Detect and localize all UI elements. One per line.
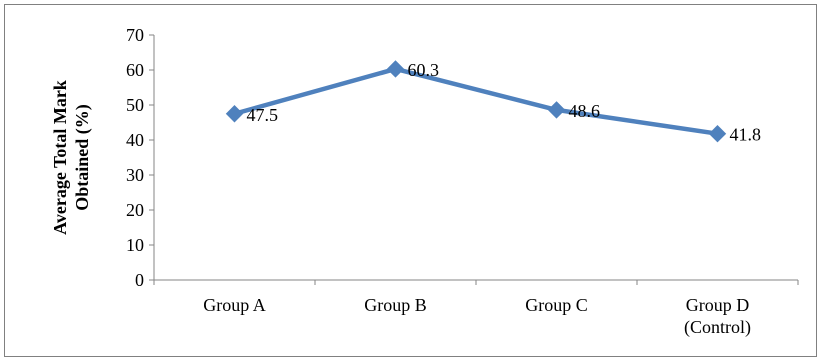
data-label: 60.3 bbox=[408, 60, 440, 80]
x-tick-label: Group A bbox=[203, 295, 266, 315]
chart-frame bbox=[4, 4, 817, 357]
data-label: 48.6 bbox=[569, 101, 601, 121]
data-point-marker bbox=[547, 101, 566, 119]
y-tick-label: 30 bbox=[126, 165, 144, 185]
y-axis-title-text: Average Total Mark Obtained (%) bbox=[50, 80, 93, 235]
y-tick-label: 40 bbox=[126, 130, 144, 150]
data-point-marker bbox=[708, 124, 727, 143]
x-tick-label: Group B bbox=[364, 295, 427, 315]
y-tick-label: 60 bbox=[126, 60, 144, 80]
data-point-marker bbox=[225, 105, 244, 123]
y-ticks: 0 10 20 30 40 50 60 70 bbox=[126, 25, 154, 290]
y-tick-label: 0 bbox=[135, 270, 144, 290]
x-tick-label: Group D (Control) bbox=[684, 295, 751, 338]
y-axis-title: Average Total Mark Obtained (%) bbox=[50, 80, 93, 235]
data-markers bbox=[225, 60, 727, 143]
y-tick-label: 70 bbox=[126, 25, 144, 45]
y-tick-label: 50 bbox=[126, 95, 144, 115]
series-line bbox=[233, 66, 718, 136]
data-label: 47.5 bbox=[247, 105, 279, 125]
axes bbox=[153, 35, 798, 281]
series-polyline bbox=[233, 66, 718, 136]
y-tick-label: 10 bbox=[126, 235, 144, 255]
x-tick-label: Group C bbox=[525, 295, 588, 315]
x-ticks: Group A Group B Group C Group D (Control) bbox=[153, 280, 799, 338]
y-tick-label: 20 bbox=[126, 200, 144, 220]
data-point-marker bbox=[386, 60, 405, 78]
data-label: 41.8 bbox=[730, 125, 762, 145]
data-labels: 47.5 60.3 48.6 41.8 bbox=[247, 60, 762, 145]
